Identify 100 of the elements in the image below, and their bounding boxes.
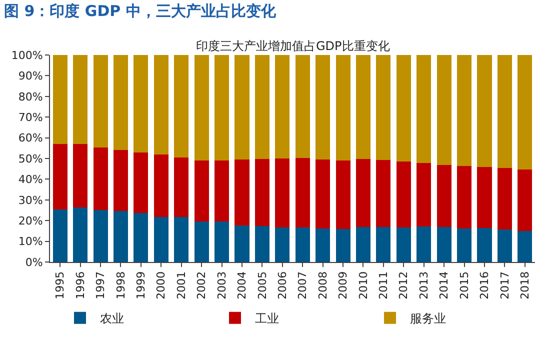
bar [73,208,88,262]
x-tick-label: 2011 [377,271,390,300]
y-tick-label: 50% [18,152,43,166]
x-tick-label: 2002 [195,271,208,300]
bar [477,55,492,167]
chart-title: 图 9：印度 GDP 中，三大产业占比变化 [4,2,277,20]
bar [396,55,411,162]
bar [93,148,108,210]
x-tick-label: 2010 [356,271,370,300]
bar [295,55,310,158]
y-tick-label: 90% [18,70,43,83]
x-tick-label: 2012 [397,271,410,300]
x-tick-label: 2015 [458,271,471,300]
x-tick-label: 2016 [478,271,492,300]
x-tick-label: 1997 [94,271,108,300]
y-tick-label: 10% [18,235,43,248]
bar [316,55,330,160]
bar [336,160,350,230]
bar [396,228,411,262]
bar [497,55,512,168]
bar [356,158,370,228]
bar [416,163,432,227]
bar [234,226,250,262]
bar [316,228,330,262]
bar [457,228,472,262]
bar [518,55,532,170]
bar [396,162,411,228]
bar [376,160,391,228]
y-tick-label: 70% [18,110,43,124]
bar [254,158,270,226]
bar [436,55,452,166]
x-tick-label: 2013 [417,271,430,300]
bar [436,165,452,228]
bar [336,55,350,160]
x-tick-label: 2009 [336,271,350,300]
bar [154,55,168,155]
x-tick-label: 1996 [74,271,87,300]
x-tick-label: 2017 [498,271,512,300]
bar [93,210,108,262]
bar [457,55,472,166]
bar [194,160,209,222]
bar [174,217,189,262]
chart-subtitle: 印度三大产业增加值占GDP比重变化 [196,39,390,53]
bar [52,144,68,210]
bar [316,160,330,228]
y-tick-label: 30% [18,194,43,207]
bar [134,55,148,152]
bar [518,231,532,262]
bar [194,221,209,262]
x-tick-label: 2005 [256,271,269,300]
y-tick-label: 100% [11,48,43,62]
x-tick-label: 1995 [54,271,67,300]
bar [73,55,88,144]
bar [93,55,108,148]
bar [376,227,391,262]
bar [356,227,370,262]
bar [113,210,128,262]
legend-label: 工业 [255,312,279,326]
bar [174,157,189,218]
bar [275,228,290,262]
bar [497,168,512,230]
y-tick-label: 0% [25,256,43,269]
bar [416,55,432,164]
bar [295,158,310,228]
bar [497,229,512,262]
bar [234,159,250,226]
legend-label: 服务业 [410,312,446,326]
legend-label: 农业 [100,312,124,326]
x-tick-label: 2001 [174,271,188,300]
bar [214,160,230,222]
bar [457,166,472,229]
bar [336,229,350,262]
x-tick-label: 1999 [134,271,148,300]
x-tick-label: 1998 [114,271,128,300]
x-tick-label: 2004 [236,271,249,300]
bar [234,55,250,160]
bar [73,144,88,208]
x-tick-label: 2014 [438,271,451,300]
y-tick-label: 20% [18,214,43,228]
bar [214,221,230,262]
bar [416,226,432,262]
bar [134,152,148,213]
y-tick-label: 40% [18,173,43,186]
bar [477,166,492,228]
bar [52,55,68,144]
bar [376,55,391,160]
bar [174,55,189,158]
bar [52,209,68,262]
bar [154,154,168,218]
bar [134,212,148,262]
x-tick-label: 2008 [316,271,330,300]
bar [477,228,492,262]
bar [214,55,230,160]
bar [154,217,168,262]
bar [436,227,452,262]
bar [113,55,128,150]
bar [254,55,270,159]
y-tick-label: 80% [18,90,43,104]
bar [518,170,532,232]
bar [275,158,290,228]
